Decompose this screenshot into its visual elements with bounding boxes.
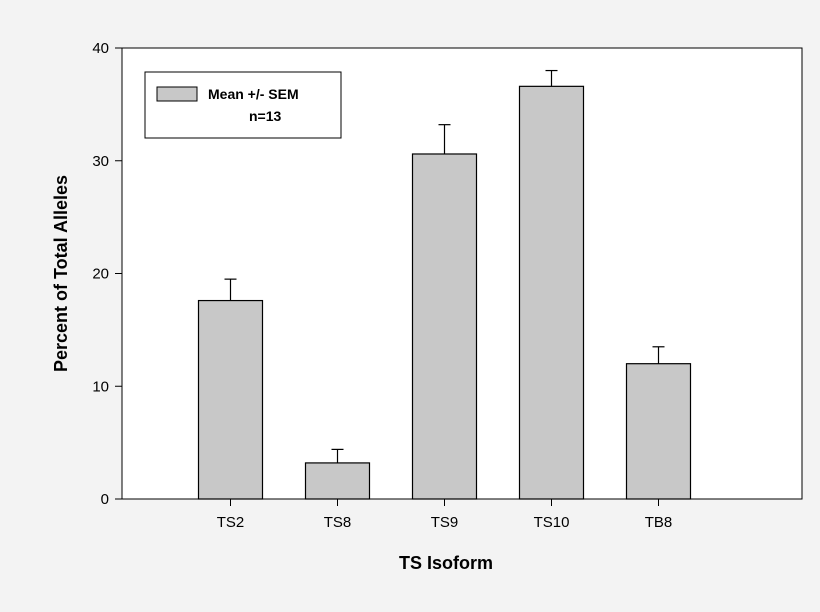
bar-ts10	[518, 85, 585, 500]
error-bar-ts8	[331, 448, 344, 463]
x-tick-label-ts2: TS2	[217, 514, 245, 531]
error-bar-ts10	[545, 69, 558, 87]
x-tick-label-tb8: TB8	[645, 514, 673, 531]
y-tick-label: 40	[92, 40, 109, 57]
x-axis-title: TS Isoform	[399, 553, 493, 573]
y-axis: 0 10 20 30 40	[92, 40, 122, 508]
y-axis-title: Percent of Total Alleles	[51, 175, 71, 372]
error-bar-ts2	[224, 278, 237, 301]
x-tick-label-ts8: TS8	[324, 514, 352, 531]
legend-label: Mean +/- SEM	[208, 86, 299, 102]
error-bars-group	[224, 69, 665, 463]
error-bar-tb8	[652, 346, 665, 364]
bars-group	[197, 85, 692, 500]
bar-ts9	[411, 153, 478, 500]
legend: Mean +/- SEM n=13	[144, 71, 342, 139]
y-tick-label: 30	[92, 153, 109, 170]
y-tick-label: 10	[92, 378, 109, 395]
legend-box	[144, 71, 342, 139]
y-tick-label: 0	[101, 491, 109, 508]
bar-ts2	[197, 299, 264, 500]
bar-tb8	[625, 363, 692, 500]
x-axis: TS2 TS8 TS9 TS10 TB8	[217, 499, 673, 531]
x-tick-label-ts10: TS10	[534, 514, 570, 531]
x-tick-label-ts9: TS9	[431, 514, 459, 531]
y-tick-label: 20	[92, 266, 109, 283]
error-bar-ts9	[438, 124, 451, 154]
legend-sample-size: n=13	[249, 108, 282, 124]
legend-swatch	[156, 86, 198, 102]
bar-ts8	[304, 462, 371, 500]
